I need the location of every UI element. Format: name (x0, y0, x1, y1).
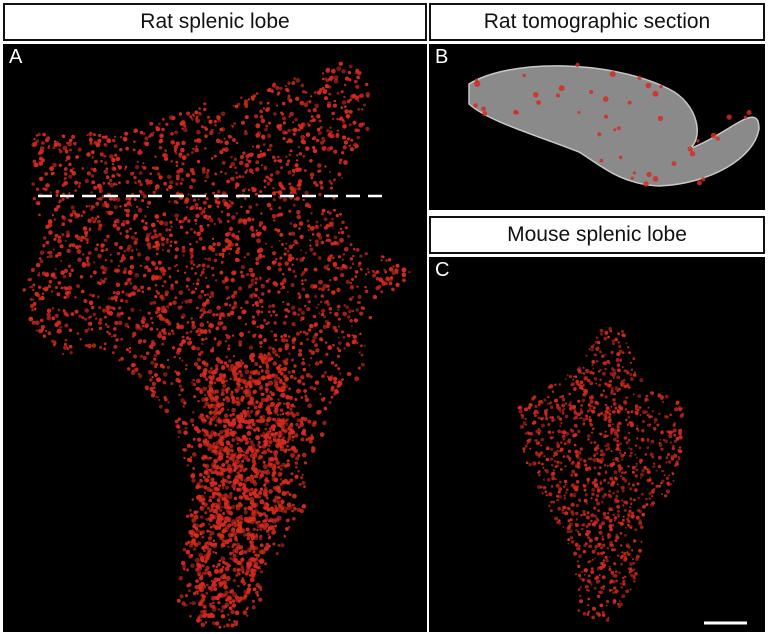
panel-c-title: Mouse splenic lobe (507, 223, 687, 247)
panel-c-header: Mouse splenic lobe (429, 216, 765, 254)
panel-a-header: Rat splenic lobe (3, 3, 427, 41)
mouse-lobe-signal (518, 327, 685, 622)
tissue-section-shape (469, 66, 759, 186)
rat-tomographic-section-render (429, 44, 765, 210)
panel-c-image: C (429, 257, 765, 632)
panel-a-image: A (3, 44, 427, 632)
panel-a-letter: A (9, 46, 22, 69)
panel-b-image: B (429, 44, 765, 210)
panel-a-title: Rat splenic lobe (140, 10, 289, 34)
panel-b-letter: B (435, 46, 448, 69)
panel-c-letter: C (435, 259, 449, 282)
mouse-splenic-lobe-render (429, 257, 765, 632)
panel-b-header: Rat tomographic section (429, 3, 765, 41)
rat-splenic-lobe-render (3, 44, 427, 632)
panel-b-title: Rat tomographic section (484, 10, 710, 34)
